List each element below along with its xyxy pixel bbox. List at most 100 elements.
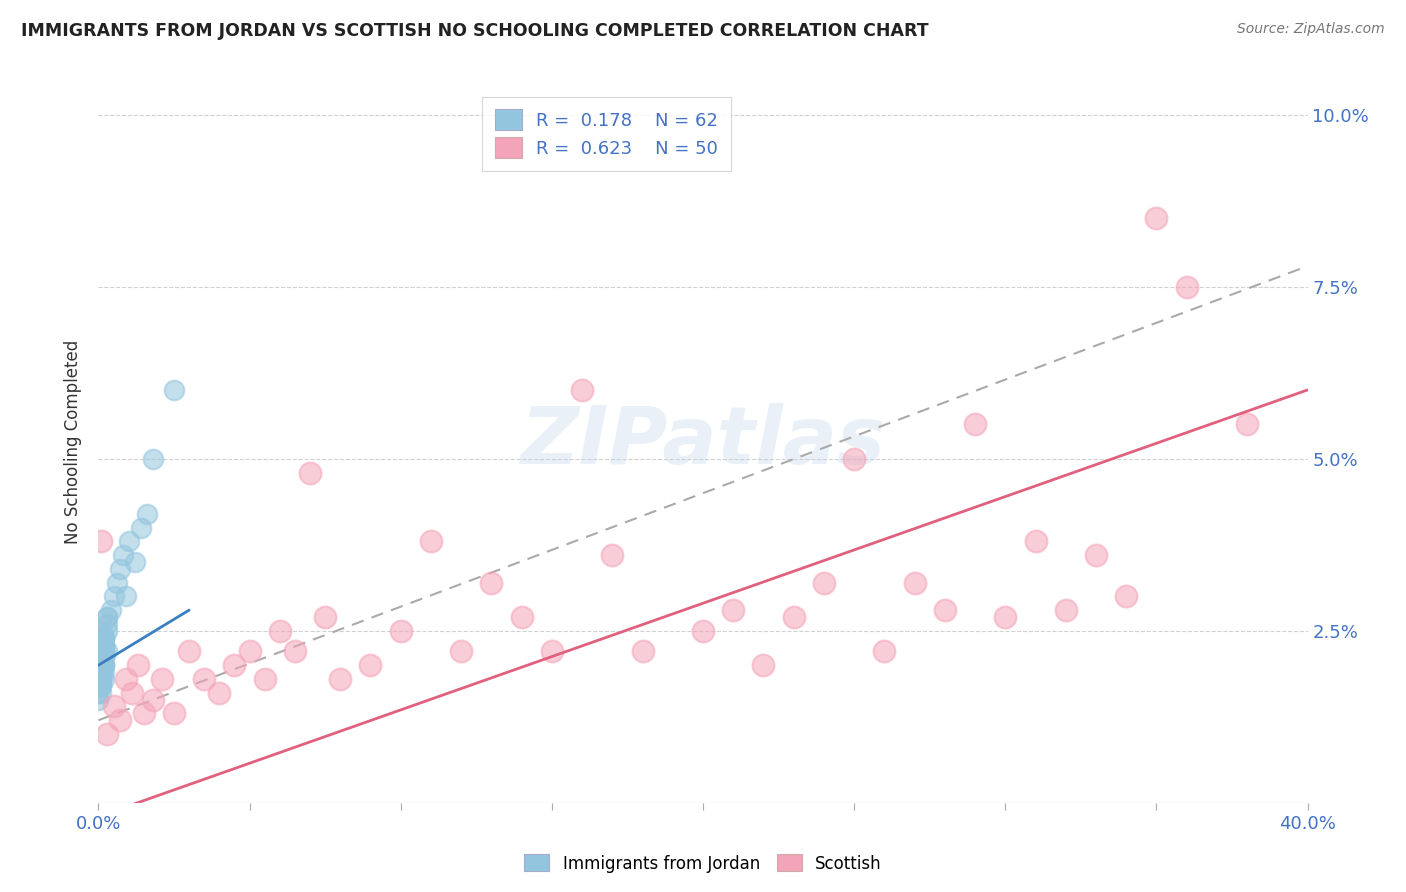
Point	[752, 658, 775, 673]
Point	[118, 534, 141, 549]
Point	[96, 624, 118, 638]
Point	[224, 658, 246, 673]
Point	[934, 603, 956, 617]
Point	[96, 644, 118, 658]
Point	[108, 562, 131, 576]
Point	[93, 638, 115, 652]
Point	[93, 672, 115, 686]
Point	[90, 665, 112, 679]
Point	[96, 610, 118, 624]
Point	[90, 638, 112, 652]
Point	[90, 624, 112, 638]
Point	[93, 638, 115, 652]
Point	[314, 610, 336, 624]
Point	[90, 679, 112, 693]
Point	[540, 644, 562, 658]
Point	[90, 644, 112, 658]
Point	[93, 658, 115, 673]
Point	[90, 658, 112, 673]
Point	[692, 624, 714, 638]
Point	[450, 644, 472, 658]
Point	[90, 658, 112, 673]
Point	[93, 631, 115, 645]
Point	[90, 665, 112, 679]
Point	[93, 631, 115, 645]
Point	[93, 658, 115, 673]
Point	[105, 575, 128, 590]
Text: Source: ZipAtlas.com: Source: ZipAtlas.com	[1237, 22, 1385, 37]
Point	[1115, 590, 1137, 604]
Point	[108, 713, 131, 727]
Point	[1236, 417, 1258, 432]
Point	[121, 686, 143, 700]
Point	[90, 651, 112, 665]
Point	[904, 575, 927, 590]
Point	[87, 672, 110, 686]
Point	[239, 644, 262, 658]
Y-axis label: No Schooling Completed: No Schooling Completed	[65, 340, 83, 543]
Point	[93, 638, 115, 652]
Point	[208, 686, 231, 700]
Point	[90, 672, 112, 686]
Point	[329, 672, 352, 686]
Point	[1144, 211, 1167, 225]
Point	[631, 644, 654, 658]
Point	[114, 672, 136, 686]
Point	[90, 665, 112, 679]
Point	[127, 658, 149, 673]
Point	[994, 610, 1017, 624]
Point	[87, 679, 110, 693]
Point	[90, 658, 112, 673]
Point	[142, 451, 165, 466]
Point	[90, 651, 112, 665]
Point	[90, 658, 112, 673]
Point	[103, 699, 125, 714]
Point	[90, 644, 112, 658]
Text: ZIPatlas: ZIPatlas	[520, 402, 886, 481]
Point	[90, 686, 112, 700]
Point	[299, 466, 322, 480]
Point	[1024, 534, 1046, 549]
Point	[813, 575, 835, 590]
Point	[844, 451, 866, 466]
Point	[360, 658, 382, 673]
Point	[163, 383, 186, 397]
Point	[111, 548, 134, 562]
Point	[90, 665, 112, 679]
Point	[93, 658, 115, 673]
Point	[253, 672, 276, 686]
Point	[90, 651, 112, 665]
Point	[93, 644, 115, 658]
Point	[132, 706, 155, 721]
Point	[96, 616, 118, 631]
Point	[965, 417, 987, 432]
Point	[90, 631, 112, 645]
Point	[93, 665, 115, 679]
Point	[90, 672, 112, 686]
Point	[87, 658, 110, 673]
Point	[510, 610, 533, 624]
Point	[150, 672, 173, 686]
Point	[90, 651, 112, 665]
Point	[96, 727, 118, 741]
Point	[873, 644, 896, 658]
Point	[269, 624, 291, 638]
Point	[571, 383, 593, 397]
Point	[90, 665, 112, 679]
Point	[723, 603, 745, 617]
Point	[90, 638, 112, 652]
Point	[1054, 603, 1077, 617]
Point	[179, 644, 201, 658]
Point	[90, 534, 112, 549]
Point	[1175, 279, 1198, 293]
Point	[87, 686, 110, 700]
Point	[129, 520, 152, 534]
Point	[481, 575, 503, 590]
Point	[90, 672, 112, 686]
Point	[783, 610, 806, 624]
Point	[96, 610, 118, 624]
Point	[135, 507, 157, 521]
Point	[602, 548, 624, 562]
Point	[90, 651, 112, 665]
Point	[1085, 548, 1108, 562]
